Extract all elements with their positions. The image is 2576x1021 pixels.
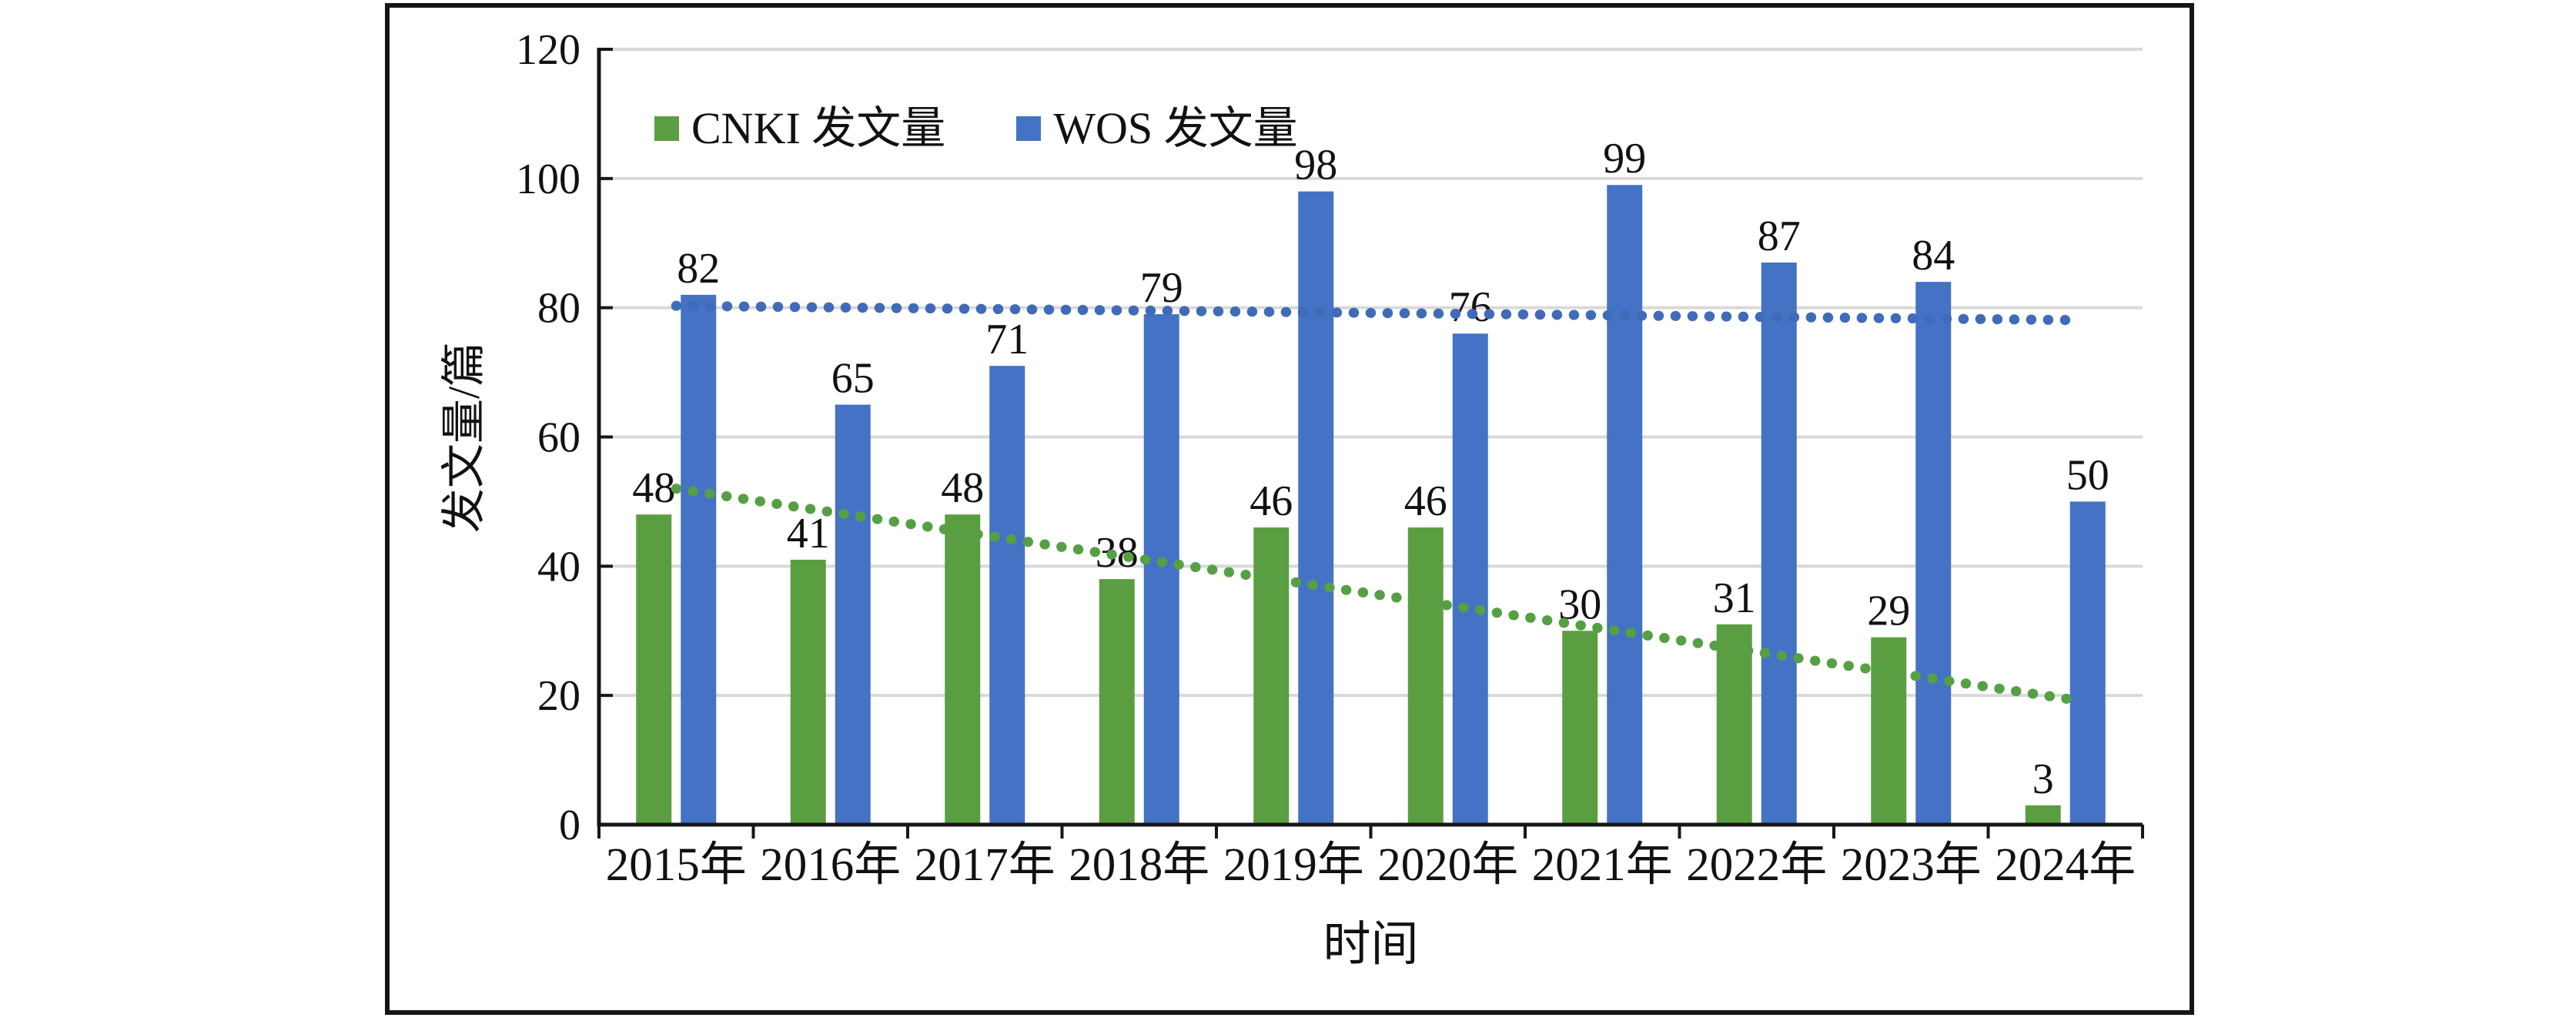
x-category-label-2021年: 2021年 [1532,839,1673,891]
wos-value-label-2019年: 98 [1294,142,1337,189]
y-tick-label-0: 0 [559,802,580,849]
x-category-label-2018年: 2018年 [1069,839,1209,891]
y-tick-label-20: 20 [537,672,580,720]
cnki-bar-2018年 [1099,579,1135,825]
wos-value-label-2022年: 87 [1758,213,1801,260]
cnki-bar-2024年 [2025,805,2061,825]
wos-value-label-2016年: 65 [831,355,875,403]
y-tick-label-40: 40 [537,543,580,591]
x-category-label-2024年: 2024年 [1995,839,2136,891]
wos-bar-2019年 [1298,191,1334,825]
y-axis-title: 发文量/篇 [439,341,489,534]
wos-value-label-2024年: 50 [2066,451,2109,499]
wos-bar-2016年 [835,404,871,825]
x-category-label-2015年: 2015年 [606,839,747,891]
cnki-value-label-2017年: 48 [941,464,984,512]
wos-value-label-2018年: 79 [1140,264,1183,312]
wos-value-label-2015年: 82 [677,245,720,293]
cnki-bar-2020年 [1407,527,1444,825]
cnki-value-label-2015年: 48 [632,464,675,512]
wos-value-label-2021年: 99 [1603,135,1646,182]
cnki-value-label-2020年: 46 [1404,477,1447,525]
wos-value-label-2020年: 76 [1449,283,1492,331]
y-tick-label-60: 60 [537,414,580,462]
wos-bar-2018年 [1143,314,1179,825]
cnki-value-label-2023年: 29 [1867,587,1910,635]
wos-bar-2023年 [1915,282,1952,825]
cnki-bar-2022年 [1716,624,1752,825]
cnki-value-label-2022年: 31 [1713,574,1756,622]
wos-bar-2015年 [681,294,717,825]
wos-trendline [671,300,2076,326]
wos-bar-2021年 [1607,185,1643,825]
cnki-bar-2019年 [1253,527,1290,825]
x-axis-title: 时间 [1323,919,1419,971]
x-category-label-2016年: 2016年 [760,839,901,891]
y-tick-label-120: 120 [516,26,580,74]
chart-frame: 48 41 48 38 46 46 30 31 29 3 82 65 71 79 98 76 99 87 84 50 0… [385,3,2194,1015]
wos-value-label-2023年: 84 [1912,232,1955,280]
legend-item-wos: WOS 发文量 [1016,103,1298,153]
legend-item-cnki: CNKI 发文量 [654,106,945,151]
x-category-label-2019年: 2019年 [1223,839,1364,891]
cnki-bar-2017年 [945,514,981,825]
wos-bar-2020年 [1452,333,1488,825]
legend-label-cnki: CNKI 发文量 [691,103,946,153]
x-category-label-2022年: 2022年 [1686,839,1827,891]
wos-swatch-icon [1016,116,1042,141]
cnki-bar-2016年 [790,559,826,825]
cnki-bar-2021年 [1562,631,1598,825]
cnki-value-label-2018年: 38 [1096,529,1139,577]
x-category-label-2017年: 2017年 [915,839,1055,891]
cnki-value-label-2016年: 41 [787,510,830,557]
cnki-trendline [671,484,2076,705]
cnki-bar-2023年 [1871,637,1907,825]
cnki-bar-2015年 [636,514,672,825]
x-category-label-2023年: 2023年 [1841,839,1982,891]
cnki-value-label-2019年: 46 [1250,477,1293,525]
wos-bar-2017年 [989,366,1025,825]
y-tick-label-80: 80 [537,285,580,333]
legend-label-wos: WOS 发文量 [1053,103,1298,153]
wos-value-label-2017年: 71 [985,316,1029,363]
cnki-swatch-icon [654,116,679,141]
wos-bar-2024年 [2069,501,2106,825]
cnki-value-label-2024年: 3 [2032,755,2054,803]
wos-bar-2022年 [1761,262,1797,825]
y-tick-label-100: 100 [516,156,580,203]
x-category-label-2020年: 2020年 [1377,839,1518,891]
legend: CNKI 发文量 WOS 发文量 [654,106,1298,151]
